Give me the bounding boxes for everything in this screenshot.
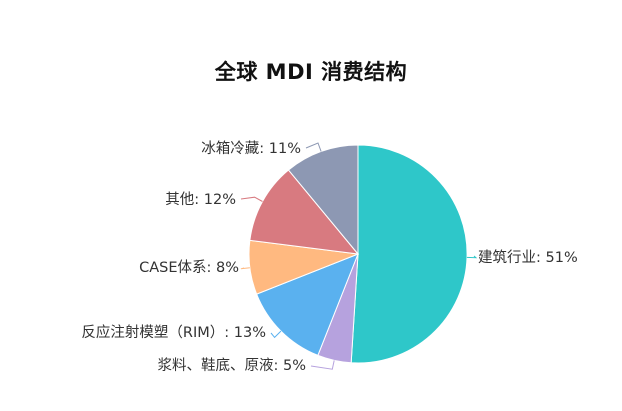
slice-label-3: 反应注射模塑（RIM）: 13% (81, 323, 266, 341)
leader-line-2 (310, 360, 335, 370)
leader-line-6 (305, 142, 322, 152)
slice-label-2: 浆料、鞋底、原液: 5% (158, 356, 307, 374)
leader-line-4 (240, 267, 250, 270)
pie-slice-3[interactable] (256, 253, 359, 356)
leader-line-1 (466, 255, 478, 259)
chart-title: 全球 MDI 消费结构 (214, 60, 408, 84)
pie-slice-6[interactable] (287, 144, 359, 256)
slice-label-1: 建筑行业: 51% (478, 249, 578, 266)
slice-label-6: 冰箱冷藏: 11% (201, 140, 301, 157)
pie-slice-1[interactable] (350, 144, 468, 364)
leader-line-3 (270, 330, 282, 339)
leader-line-5 (240, 196, 263, 202)
slice-label-4: CASE体系: 8% (139, 259, 239, 276)
slice-label-5: 其他: 12% (165, 191, 236, 208)
